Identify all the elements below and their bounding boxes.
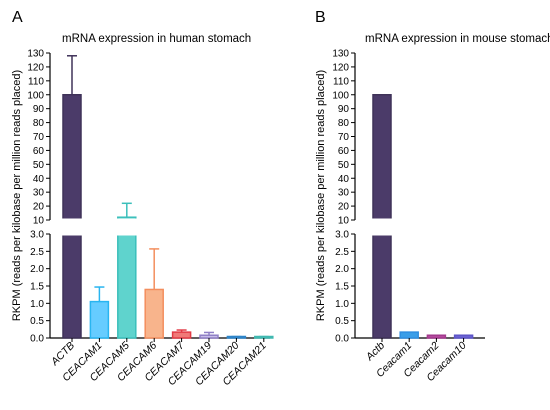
y-tick-label: 90 [338,104,350,115]
y-tick-label: 50 [33,160,45,171]
y-tick-label: 10 [33,216,45,227]
bar-rect [453,334,474,339]
y-tick-label: 80 [33,118,45,129]
y-tick-label: 1.0 [335,299,349,310]
bar-actb: ACTB [48,55,84,369]
bar-rect [171,331,192,339]
panel-label: A [12,9,23,26]
y-axis-label: RKPM (reads per kilobase per million rea… [315,70,327,321]
y-tick-label: 110 [28,76,44,87]
y-tick-label: 0.0 [335,334,349,345]
y-axis-label: RKPM (reads per kilobase per million rea… [11,70,23,321]
y-tick-label: 110 [333,76,349,87]
y-tick-label: 100 [27,90,44,101]
y-tick-label: 40 [338,174,350,185]
y-tick-label: 130 [27,49,44,60]
y-tick-label: 50 [338,160,350,171]
bar-rect [399,331,419,339]
y-tick-label: 100 [332,90,349,101]
y-tick-label: 90 [33,104,45,115]
bar-rect [426,334,447,339]
y-tick-label: 3.0 [335,230,349,241]
y-tick-label: 120 [332,62,349,73]
panel-label: B [315,9,326,26]
y-tick-label: 2.5 [335,247,349,258]
y-tick-label: 130 [332,49,349,60]
chart-title: mRNA expression in mouse stomach [365,33,550,45]
y-tick-label: 1.5 [335,282,349,293]
y-tick-label: 70 [338,132,350,143]
bar-lower-segment [372,233,392,339]
y-tick-label: 2.5 [30,247,44,258]
y-tick-label: 70 [33,132,45,143]
y-tick-label: 3.0 [30,230,44,241]
y-tick-label: 10 [338,216,350,227]
y-tick-label: 0.0 [30,334,44,345]
bar-rect [89,300,110,339]
y-tick-label: 1.0 [30,299,44,310]
y-tick-label: 0.5 [335,316,349,327]
chart-title: mRNA expression in human stomach [62,33,251,45]
bar-upper-segment [62,94,82,221]
y-tick-label: 60 [33,146,45,157]
bar-lower-segment [117,233,137,339]
bar-lower-segment [62,233,82,339]
y-tick-label: 40 [33,174,45,185]
bar-upper-segment [372,94,392,221]
y-tick-label: 2.0 [335,264,349,275]
y-tick-label: 80 [338,118,350,129]
y-tick-label: 2.0 [30,264,44,275]
y-tick-label: 60 [338,146,350,157]
y-tick-label: 30 [33,188,45,199]
y-tick-label: 120 [27,62,44,73]
y-tick-label: 0.5 [30,316,44,327]
x-tick-label: Actb [363,340,387,364]
y-tick-label: 1.5 [30,282,44,293]
y-tick-label: 30 [338,188,350,199]
y-tick-label: 20 [338,202,350,213]
bar-rect [199,334,219,339]
bar-actb: Actb [363,94,394,364]
bar-rect [144,288,164,339]
y-tick-label: 20 [33,202,45,213]
